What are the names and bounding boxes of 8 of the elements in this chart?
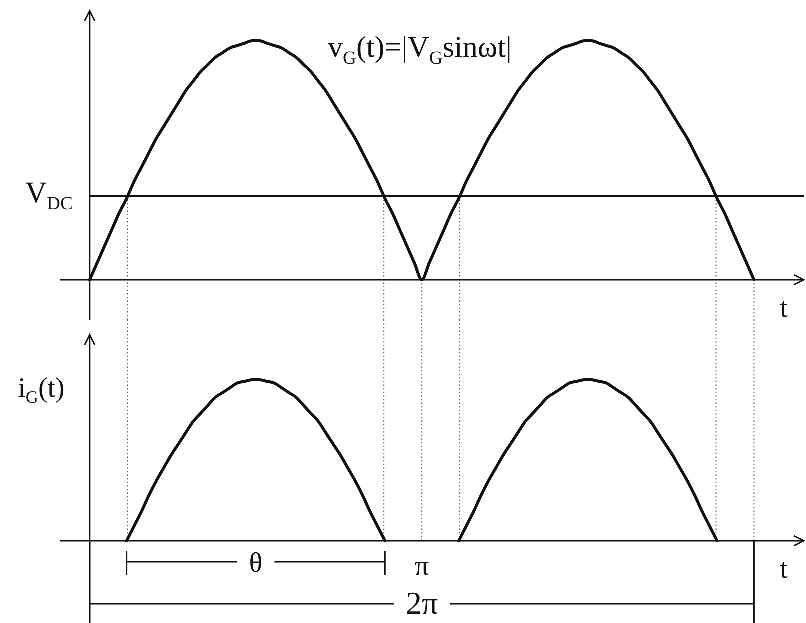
y-axis-title: i$_{G}$(t) [18, 373, 65, 408]
text: π [414, 551, 430, 582]
x-axis-title: t [780, 554, 788, 585]
chart-title: v$_{G}$(t)=|V$_{G}$sinωt| [328, 31, 512, 69]
text: 2π [406, 585, 438, 621]
x-axis-title: t [780, 293, 788, 324]
ref-line-label: V$_{DC}$ [25, 176, 73, 214]
text: θ [249, 548, 263, 579]
